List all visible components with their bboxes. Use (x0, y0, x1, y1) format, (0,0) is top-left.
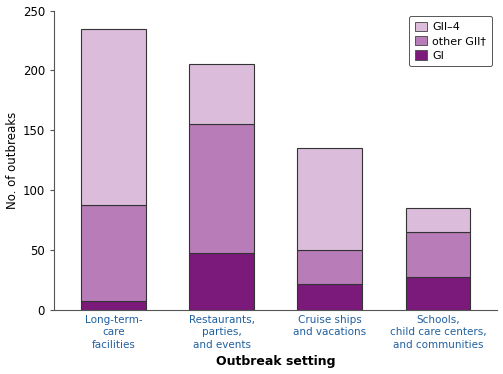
Y-axis label: No. of outbreaks: No. of outbreaks (6, 112, 19, 209)
Bar (189, 125, 254, 253)
Bar (405, 232, 470, 277)
Bar (81, 301, 146, 310)
Bar (81, 205, 146, 301)
Bar (405, 277, 470, 310)
Bar (297, 148, 362, 250)
Legend: GII–4, other GII†, GI: GII–4, other GII†, GI (409, 16, 492, 66)
Bar (297, 284, 362, 310)
Bar (81, 28, 146, 205)
Bar (189, 253, 254, 310)
X-axis label: Outbreak setting: Outbreak setting (216, 355, 336, 368)
Bar (297, 250, 362, 284)
Bar (405, 208, 470, 232)
Bar (189, 64, 254, 125)
